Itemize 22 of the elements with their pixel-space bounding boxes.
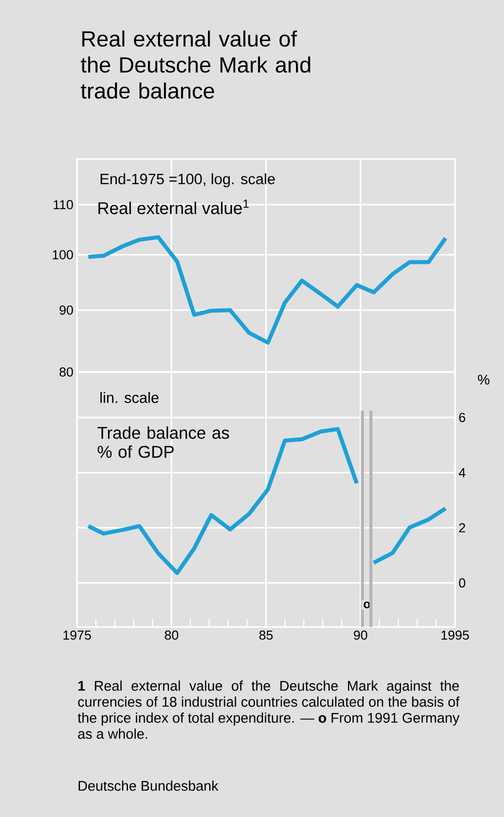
annotation: Trade balance as % of GDP — [97, 426, 230, 458]
annotation: End-1975 =100, log. scale — [100, 173, 275, 188]
y2-tick-label: 2 — [459, 523, 466, 532]
x-tick-label: 1995 — [442, 630, 469, 640]
chart-title: Real external value of the Deutsche Mark and trade balance — [80, 30, 310, 99]
x-tick-label: 1975 — [64, 630, 91, 640]
y2-axis-title: % — [478, 374, 490, 385]
y-tick-label: 110 — [54, 200, 73, 210]
x-tick-label: 85 — [259, 630, 273, 640]
line-series — [86, 235, 448, 345]
y2-tick-label: 0 — [459, 578, 466, 588]
x-tick-label: 80 — [164, 630, 178, 640]
y-tick-label: 80 — [60, 367, 73, 377]
y2-tick-label: 4 — [458, 468, 466, 478]
annotation: Real external value$^{1}$ — [98, 200, 249, 214]
y2-tick-label: 6 — [459, 412, 466, 422]
text: 1 Real external value of the Deutsche Mark against the currencies of 18 industrial countries calculated on the basis of the price index of total expenditure. — o From 1991 Germany as a whole. — [78, 680, 460, 739]
y-tick-label: 90 — [60, 306, 73, 315]
annotation: lin. scale — [100, 392, 158, 403]
y-tick-label: 100 — [52, 250, 73, 260]
x-tick-label: 90 — [354, 630, 368, 640]
text: Deutsche Bundesbank — [78, 780, 218, 791]
